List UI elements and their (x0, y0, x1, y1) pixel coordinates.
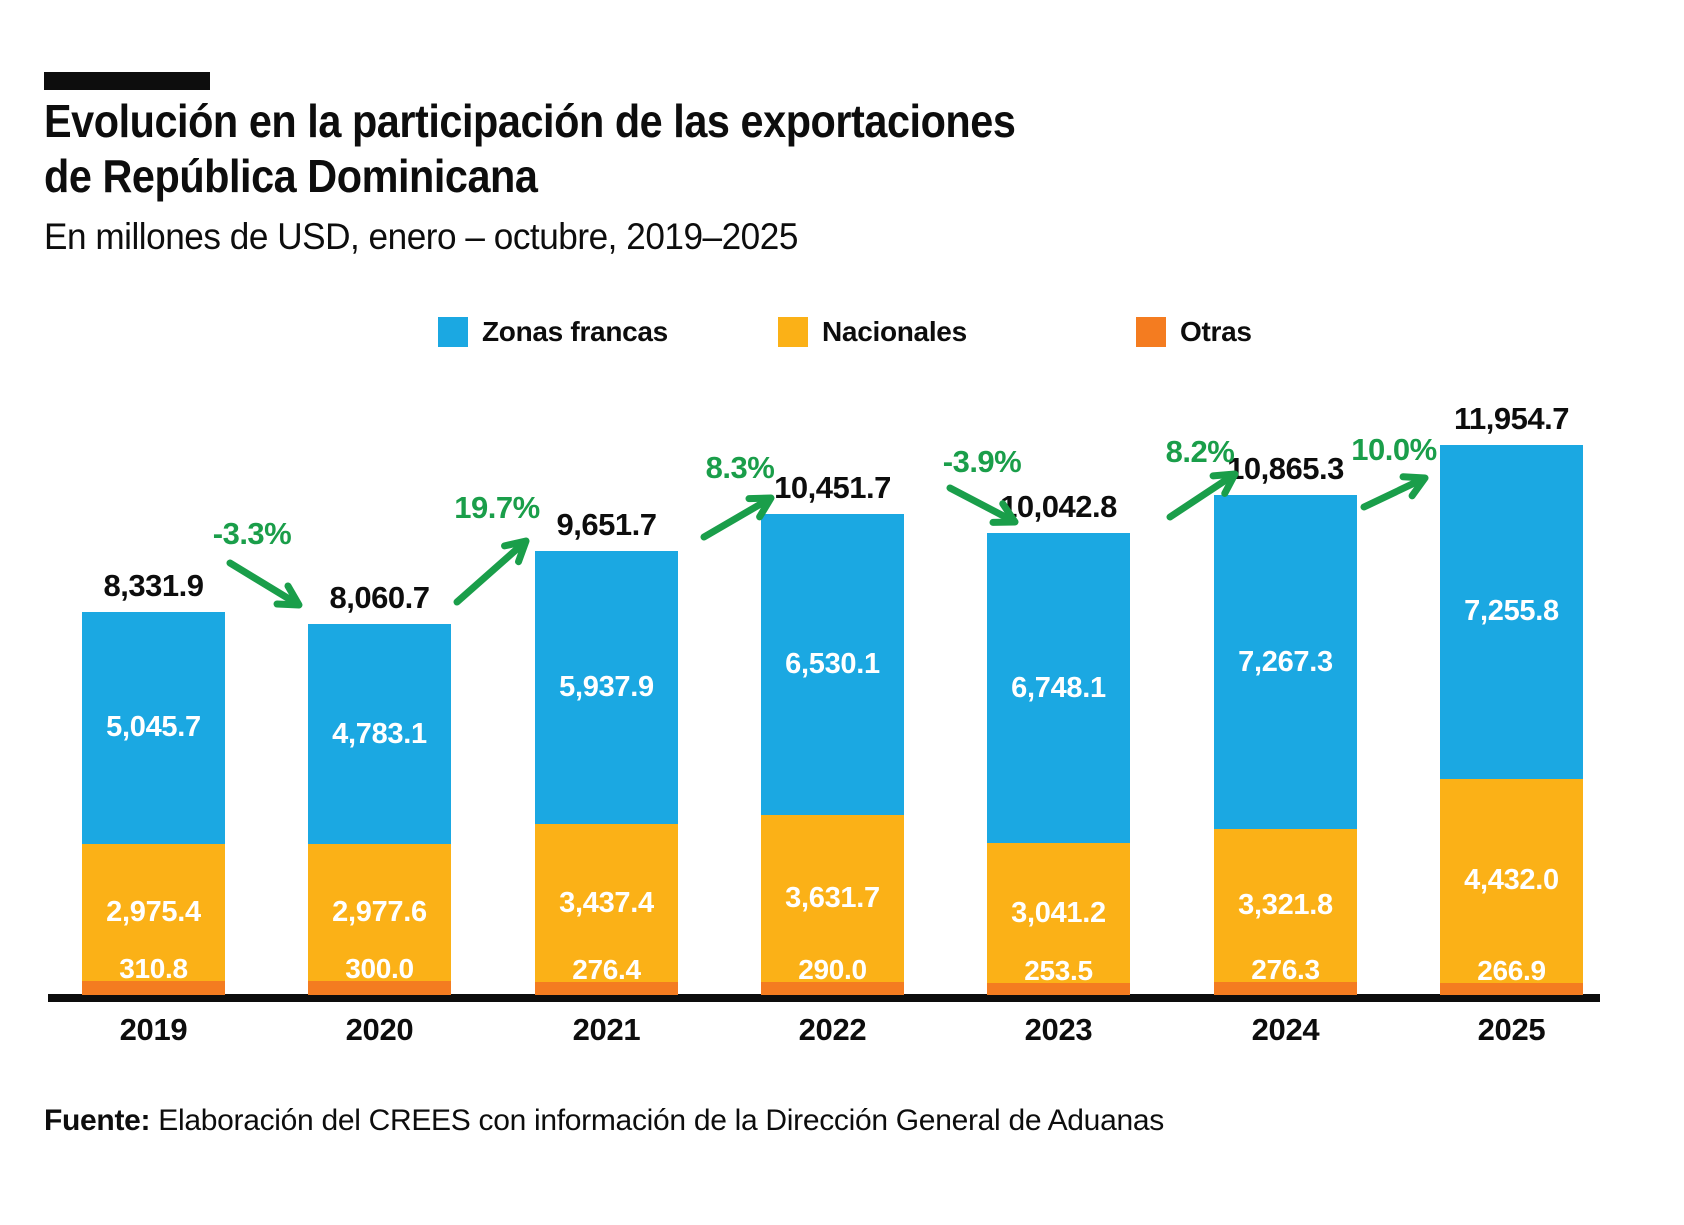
segment-otras-2019 (82, 980, 225, 995)
value-otras: 300.0 (345, 953, 414, 985)
year-label-2020: 2020 (345, 1012, 414, 1047)
value-zonas-francas: 6,748.1 (1011, 671, 1106, 704)
bar-2023: 3,041.2 6,748.1 253.5 (987, 533, 1130, 995)
total-label-2025: 11,954.7 (1454, 401, 1569, 437)
legend-label: Zonas francas (482, 316, 668, 347)
value-nacionales: 3,041.2 (1011, 896, 1106, 929)
value-nacionales: 4,432.0 (1464, 864, 1559, 897)
arrow-down-right-icon (946, 483, 1022, 536)
value-nacionales: 3,631.7 (785, 881, 880, 914)
arrow-up-right-icon (1360, 470, 1432, 517)
segment-zonas-francas-2025: 7,255.8 (1440, 445, 1583, 779)
year-label-2021: 2021 (572, 1012, 641, 1047)
arrow-down-right-icon (226, 558, 306, 619)
segment-zonas-francas-2023: 6,748.1 (987, 533, 1130, 844)
year-label-2019: 2019 (119, 1012, 188, 1047)
value-nacionales: 3,437.4 (559, 886, 654, 919)
legend-swatch (778, 317, 808, 347)
bar-2021: 3,437.4 5,937.9 276.4 (535, 551, 678, 995)
bar-2024: 3,321.8 7,267.3 276.3 (1214, 495, 1357, 995)
segment-zonas-francas-2022: 6,530.1 (761, 514, 904, 815)
pct-change-label-2024-2025: 10.0% (1351, 432, 1437, 467)
segment-nacionales-2019: 2,975.4 (82, 843, 225, 981)
value-zonas-francas: 4,783.1 (332, 717, 427, 750)
segment-otras-2021 (535, 982, 678, 995)
segment-zonas-francas-2020: 4,783.1 (308, 624, 451, 845)
pct-change-label-2019-2020: -3.3% (212, 516, 292, 551)
value-zonas-francas: 7,267.3 (1238, 645, 1333, 678)
value-zonas-francas: 5,937.9 (559, 671, 654, 704)
total-label-2019: 8,331.9 (103, 567, 204, 603)
legend-item-otras: Otras (1136, 316, 1252, 348)
value-otras: 290.0 (798, 953, 867, 985)
page-subtitle: En millones de USD, enero – octubre, 201… (44, 216, 798, 257)
value-zonas-francas: 6,530.1 (785, 647, 880, 680)
segment-nacionales-2022: 3,631.7 (761, 814, 904, 982)
segment-otras-2022 (761, 981, 904, 995)
segment-nacionales-2025: 4,432.0 (1440, 778, 1583, 983)
pct-change-label-2023-2024: 8.2% (1165, 434, 1235, 469)
segment-zonas-francas-2021: 5,937.9 (535, 551, 678, 825)
source-text: Elaboración del CREES con información de… (150, 1104, 1164, 1137)
value-otras: 310.8 (119, 952, 188, 984)
title-line-2: de República Dominicana (44, 150, 538, 202)
bar-2025: 4,432.0 7,255.8 266.9 (1440, 445, 1583, 995)
year-label-2025: 2025 (1477, 1012, 1546, 1047)
segment-otras-2024 (1214, 982, 1357, 995)
page-title: Evolución en la participación de las exp… (44, 94, 1016, 204)
value-otras: 266.9 (1477, 954, 1546, 986)
segment-zonas-francas-2024: 7,267.3 (1214, 495, 1357, 830)
legend-item-zonas-francas: Zonas francas (438, 316, 668, 348)
segment-nacionales-2021: 3,437.4 (535, 824, 678, 983)
total-label-2023: 10,042.8 (1000, 489, 1117, 525)
value-otras: 276.4 (572, 954, 641, 986)
value-nacionales: 3,321.8 (1238, 889, 1333, 922)
value-otras: 253.5 (1024, 955, 1093, 987)
legend-swatch (438, 317, 468, 347)
bar-2020: 2,977.6 4,783.1 300.0 (308, 624, 451, 995)
value-otras: 276.3 (1251, 954, 1320, 986)
year-label-2022: 2022 (798, 1012, 867, 1047)
arrow-up-right-icon (700, 490, 778, 547)
year-label-2024: 2024 (1251, 1012, 1320, 1047)
segment-otras-2020 (308, 981, 451, 995)
segment-zonas-francas-2019: 5,045.7 (82, 611, 225, 844)
arrow-up-right-icon (1166, 466, 1242, 527)
legend-label: Otras (1180, 316, 1252, 347)
legend-label: Nacionales (822, 316, 967, 347)
source-label: Fuente: (44, 1104, 151, 1137)
legend-item-nacionales: Nacionales (778, 316, 967, 348)
accent-topbar (44, 72, 210, 90)
value-nacionales: 2,977.6 (332, 896, 427, 929)
legend-swatch (1136, 317, 1166, 347)
total-label-2024: 10,865.3 (1227, 451, 1344, 487)
year-label-2023: 2023 (1024, 1012, 1093, 1047)
x-axis-line (48, 994, 1600, 1002)
segment-otras-2025 (1440, 982, 1583, 995)
total-label-2020: 8,060.7 (329, 580, 430, 616)
segment-nacionales-2024: 3,321.8 (1214, 829, 1357, 983)
total-label-2022: 10,451.7 (774, 470, 891, 506)
arrow-up-right-icon (453, 533, 533, 612)
segment-nacionales-2023: 3,041.2 (987, 843, 1130, 984)
value-zonas-francas: 5,045.7 (106, 711, 201, 744)
title-line-1: Evolución en la participación de las exp… (44, 95, 1016, 147)
bar-2019: 2,975.4 5,045.7 310.8 (82, 611, 225, 995)
bar-2022: 3,631.7 6,530.1 290.0 (761, 514, 904, 995)
segment-otras-2023 (987, 983, 1130, 995)
value-zonas-francas: 7,255.8 (1464, 595, 1559, 628)
segment-nacionales-2020: 2,977.6 (308, 844, 451, 982)
source-note: Fuente: Elaboración del CREES con inform… (44, 1104, 1164, 1138)
pct-change-label-2020-2021: 19.7% (454, 490, 540, 525)
total-label-2021: 9,651.7 (556, 507, 657, 543)
value-nacionales: 2,975.4 (106, 895, 201, 928)
pct-change-label-2022-2023: -3.9% (942, 444, 1022, 479)
pct-change-label-2021-2022: 8.3% (705, 450, 775, 485)
